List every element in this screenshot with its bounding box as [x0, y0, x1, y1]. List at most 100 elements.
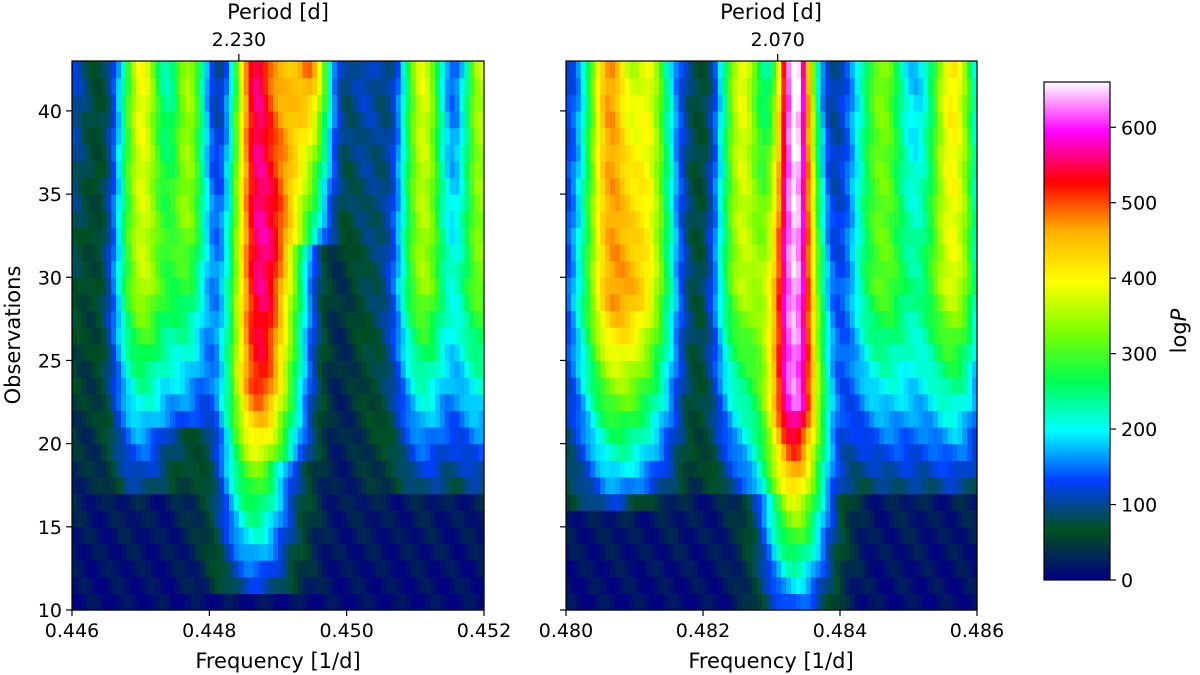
heatmap-cell	[449, 177, 456, 195]
heatmap-cell	[449, 61, 456, 79]
heatmap-cell	[893, 244, 900, 262]
heatmap-cell	[160, 460, 166, 478]
heatmap-cell	[327, 476, 333, 495]
heatmap-cell	[469, 576, 475, 594]
heatmap-cell	[106, 177, 112, 195]
heatmap-cell	[566, 427, 572, 445]
heatmap-cell	[410, 110, 416, 129]
heatmap-cell	[903, 593, 910, 611]
heatmap-cell	[194, 260, 201, 278]
heatmap-cell	[474, 310, 480, 328]
heatmap-cell	[693, 427, 699, 445]
heatmap-cell	[869, 460, 875, 478]
heatmap-cell	[580, 227, 587, 245]
heatmap-cell	[756, 177, 763, 195]
heatmap-cell	[575, 526, 582, 545]
heatmap-cell	[307, 393, 313, 411]
heatmap-cell	[233, 244, 240, 262]
heatmap-cell	[430, 110, 436, 129]
heatmap-cell	[322, 427, 328, 445]
heatmap-cell	[727, 443, 733, 461]
heatmap-cell	[737, 393, 743, 411]
heatmap-cell	[864, 327, 870, 345]
heatmap-cell	[434, 94, 441, 112]
heatmap-cell	[849, 510, 856, 528]
heatmap-cell	[835, 277, 841, 295]
heatmap-cell	[292, 293, 299, 312]
heatmap-cell	[331, 277, 338, 295]
heatmap-cell	[366, 410, 372, 428]
heatmap-cell	[189, 77, 196, 95]
heatmap-cell	[947, 277, 954, 295]
heatmap-cell	[395, 443, 402, 461]
heatmap-cell	[165, 443, 171, 461]
heatmap-cell	[135, 293, 142, 312]
heatmap-cell	[575, 593, 582, 611]
heatmap-cell	[673, 327, 680, 345]
heatmap-cell	[585, 360, 592, 378]
heatmap-cell	[145, 410, 152, 428]
heatmap-cell	[678, 443, 685, 461]
heatmap-cell	[145, 244, 152, 262]
heatmap-cell	[570, 194, 577, 212]
heatmap-cell	[415, 61, 421, 79]
heatmap-cell	[771, 310, 777, 328]
heatmap-cell	[219, 144, 225, 162]
heatmap-cell	[474, 343, 480, 362]
heatmap-cell	[204, 476, 210, 495]
heatmap-cell	[791, 227, 797, 245]
heatmap-cell	[194, 194, 201, 212]
heatmap-cell	[459, 260, 465, 278]
heatmap-cell	[888, 260, 895, 278]
heatmap-cell	[287, 393, 294, 411]
heatmap-cell	[957, 560, 963, 578]
heatmap-cell	[683, 427, 689, 445]
heatmap-cell	[957, 277, 963, 295]
heatmap-cell	[776, 277, 782, 295]
heatmap-cell	[678, 244, 685, 262]
heatmap-cell	[678, 427, 685, 445]
heatmap-cell	[307, 177, 313, 195]
heatmap-cell	[302, 493, 309, 511]
heatmap-cell	[322, 593, 328, 611]
heatmap-cell	[297, 526, 304, 545]
heatmap-cell	[957, 593, 963, 611]
heatmap-cell	[751, 377, 758, 395]
heatmap-cell	[76, 110, 83, 129]
heatmap-cell	[459, 144, 465, 162]
heatmap-cell	[405, 476, 412, 495]
heatmap-cell	[688, 227, 694, 245]
heatmap-cell	[459, 194, 465, 212]
heatmap-cell	[331, 94, 338, 112]
heatmap-cell	[376, 360, 382, 378]
heatmap-cell	[707, 410, 714, 428]
heatmap-cell	[199, 194, 206, 212]
heatmap-cell	[125, 526, 132, 545]
heatmap-cell	[238, 377, 245, 395]
heatmap-cell	[160, 177, 166, 195]
heatmap-cell	[908, 410, 914, 428]
heatmap-cell	[566, 410, 572, 428]
heatmap-cell	[381, 410, 387, 428]
heatmap-cell	[135, 61, 142, 79]
heatmap-cell	[791, 493, 797, 511]
heatmap-cell	[228, 427, 235, 445]
heatmap-cell	[361, 127, 367, 145]
heatmap-cell	[835, 177, 841, 195]
heatmap-cell	[224, 160, 230, 179]
heatmap-cell	[654, 327, 660, 345]
heatmap-cell	[459, 244, 465, 262]
heatmap-cell	[888, 427, 895, 445]
heatmap-cell	[727, 593, 733, 611]
heatmap-cell	[884, 377, 890, 395]
heatmap-cell	[600, 343, 606, 362]
heatmap-cell	[356, 77, 362, 95]
left-top-axis-label: Period [d]	[227, 0, 329, 24]
heatmap-cell	[923, 526, 929, 545]
heatmap-cell	[605, 393, 611, 411]
heatmap-cell	[150, 127, 156, 145]
heatmap-cell	[425, 61, 431, 79]
heatmap-cell	[282, 61, 289, 79]
heatmap-cell	[410, 393, 416, 411]
heatmap-cell	[649, 227, 655, 245]
